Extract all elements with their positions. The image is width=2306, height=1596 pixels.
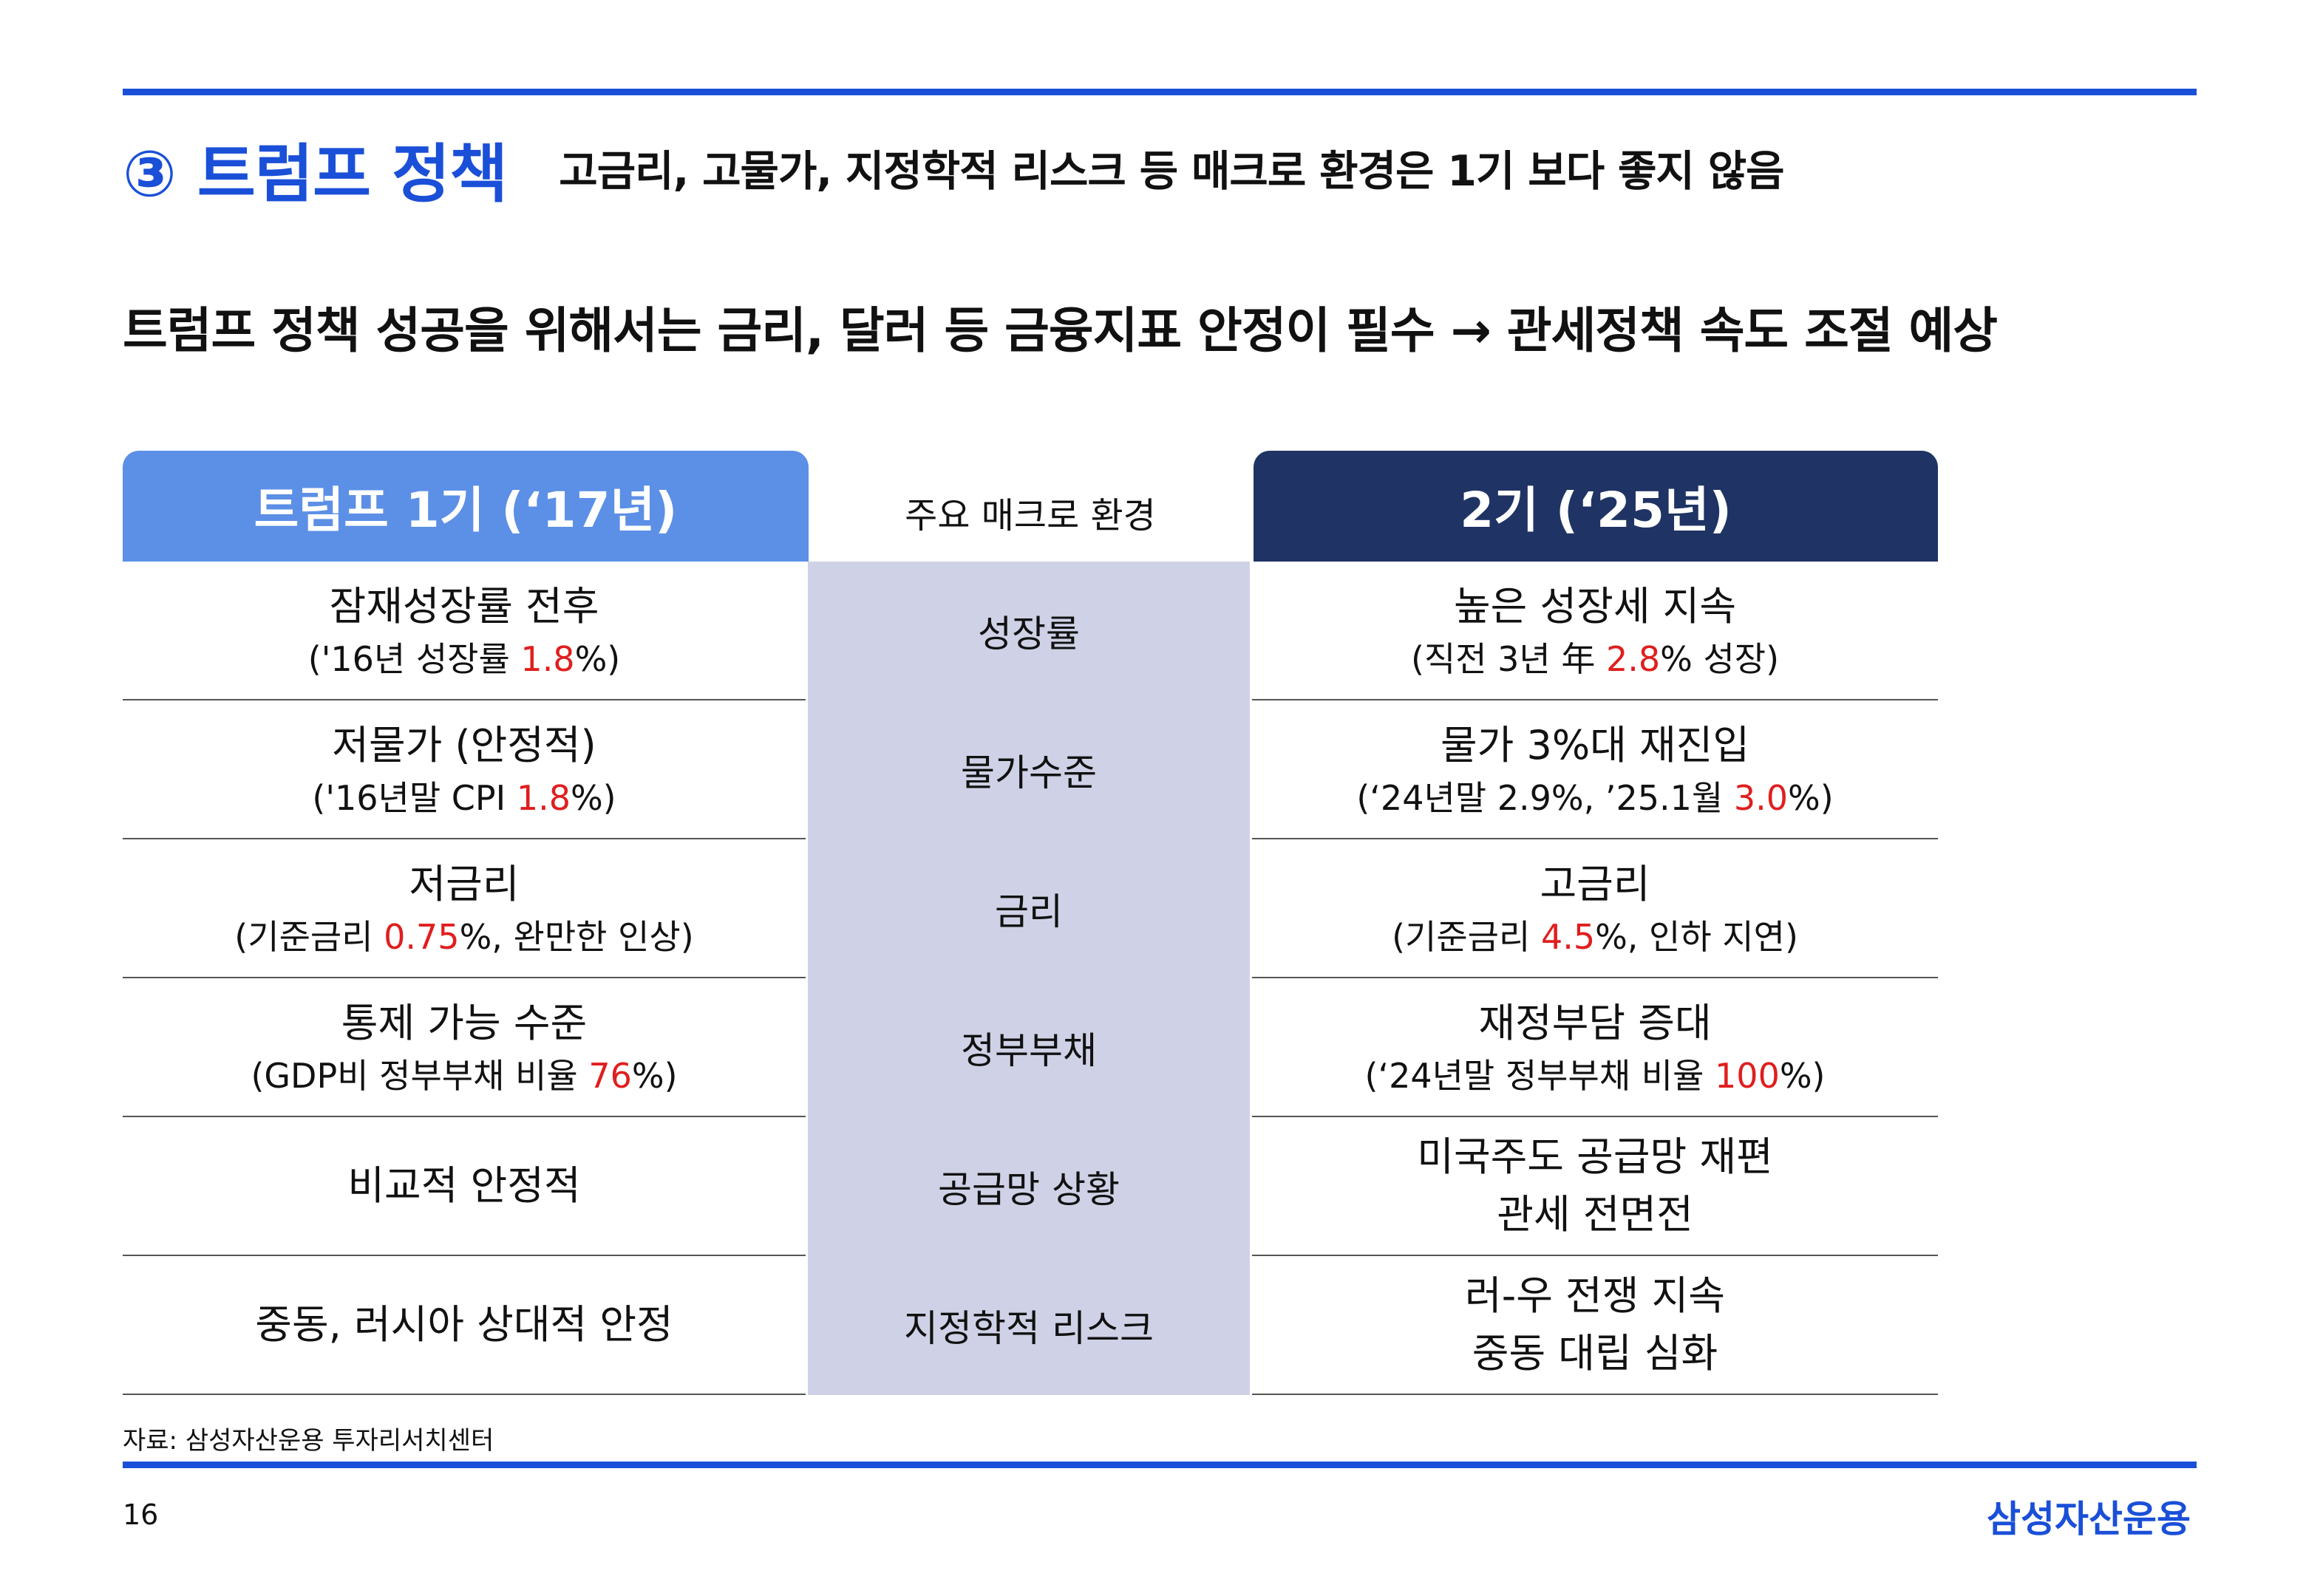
source-note: 자료: 삼성자산운용 투자리서치센터 xyxy=(123,1426,494,1456)
header-macro: 주요 매크로 환경 xyxy=(905,495,1156,536)
term1-cell: 비교적 안정적 xyxy=(123,1117,806,1256)
top-rule xyxy=(123,89,2197,95)
term2-cell: 재정부담 증대 (‘24년말 정부부채 비율 100%) xyxy=(1252,978,1938,1117)
category-cell: 정부부채 xyxy=(806,978,1252,1117)
term2-cell: 미국주도 공급망 재편 관세 전면전 xyxy=(1252,1117,1938,1256)
headline: 트럼프 정책 성공을 위해서는 금리, 달러 등 금융지표 안정이 필수 → 관… xyxy=(123,302,1998,359)
page-title: ③ 트럼프 정책 xyxy=(123,137,508,211)
comparison-table: 잠재성장률 전후 ('16년 성장률 1.8%) 성장률 높은 성장세 지속 (… xyxy=(123,562,1938,1395)
term1-cell: 저물가 (안정적) ('16년말 CPI 1.8%) xyxy=(123,700,806,839)
page-number: 16 xyxy=(123,1498,159,1531)
bottom-rule xyxy=(123,1462,2197,1468)
table-row: 비교적 안정적 공급망 상황 미국주도 공급망 재편 관세 전면전 xyxy=(123,1117,1938,1256)
header-term2: 2기 (‘25년) xyxy=(1254,451,1938,562)
table-row: 저물가 (안정적) ('16년말 CPI 1.8%) 물가수준 물가 3%대 재… xyxy=(123,700,1938,839)
term2-cell: 러-우 전쟁 지속 중동 대립 심화 xyxy=(1252,1256,1938,1395)
title-row: ③ 트럼프 정책 고금리, 고물가, 지정학적 리스크 등 매크로 환경은 1기… xyxy=(123,127,1785,211)
term1-cell: 중동, 러시아 상대적 안정 xyxy=(123,1256,806,1395)
table-row: 잠재성장률 전후 ('16년 성장률 1.8%) 성장률 높은 성장세 지속 (… xyxy=(123,562,1938,700)
table-row: 중동, 러시아 상대적 안정 지정학적 리스크 러-우 전쟁 지속 중동 대립 … xyxy=(123,1256,1938,1395)
page-subtitle: 고금리, 고물가, 지정학적 리스크 등 매크로 환경은 1기 보다 좋지 않음 xyxy=(559,147,1784,196)
term1-cell: 저금리 (기준금리 0.75%, 완만한 인상) xyxy=(123,839,806,978)
category-cell: 금리 xyxy=(806,839,1252,978)
table-row: 통제 가능 수준 (GDP비 정부부채 비율 76%) 정부부채 재정부담 증대… xyxy=(123,978,1938,1117)
category-cell: 물가수준 xyxy=(806,700,1252,839)
header-term1: 트럼프 1기 (‘17년) xyxy=(123,451,809,562)
term1-cell: 통제 가능 수준 (GDP비 정부부채 비율 76%) xyxy=(123,978,806,1117)
category-cell: 성장률 xyxy=(806,562,1252,700)
term2-cell: 높은 성장세 지속 (직전 3년 年 2.8% 성장) xyxy=(1252,562,1938,700)
category-cell: 지정학적 리스크 xyxy=(806,1256,1252,1395)
brand-logo: 삼성자산운용 xyxy=(1987,1498,2191,1541)
table-row: 저금리 (기준금리 0.75%, 완만한 인상) 금리 고금리 (기준금리 4.… xyxy=(123,839,1938,978)
term1-cell: 잠재성장률 전후 ('16년 성장률 1.8%) xyxy=(123,562,806,700)
category-cell: 공급망 상황 xyxy=(806,1117,1252,1256)
term2-cell: 고금리 (기준금리 4.5%, 인하 지연) xyxy=(1252,839,1938,978)
term2-cell: 물가 3%대 재진입 (‘24년말 2.9%, ’25.1월 3.0%) xyxy=(1252,700,1938,839)
